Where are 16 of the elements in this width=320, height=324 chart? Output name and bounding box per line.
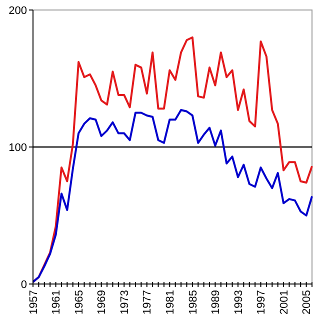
x-tick-label: 2005 [301,290,314,314]
x-tick-label: 1989 [210,290,222,314]
x-tick-label: 1965 [73,290,86,314]
x-tick-label: 1985 [187,290,200,314]
x-tick-label: 1973 [118,290,131,314]
x-tick-label: 1993 [232,290,245,314]
x-tick-label: 1969 [96,290,108,314]
x-tick-label: 1957 [28,290,40,314]
x-tick-label: 1977 [142,290,154,314]
x-tick-label: 1981 [164,290,177,314]
y-tick-label: 0 [20,278,27,291]
x-tick-label: 2001 [278,290,290,314]
x-tick-label: 1997 [256,290,268,314]
x-tick-label: 1961 [50,290,63,314]
y-tick-label: 100 [8,142,27,154]
y-tick-label: 200 [8,4,27,17]
